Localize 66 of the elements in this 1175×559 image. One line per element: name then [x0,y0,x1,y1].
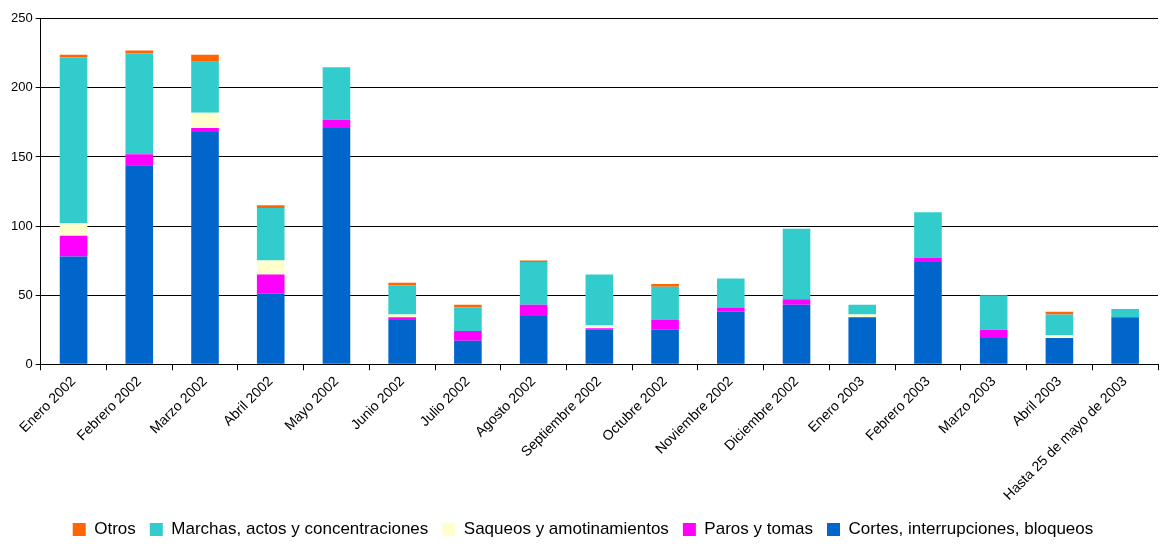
bar [782,304,811,364]
y-tick-label: 150 [10,148,33,164]
bar [1045,311,1074,315]
bar [848,304,877,315]
bar [716,311,745,364]
bar [191,127,219,133]
bar [716,307,745,312]
bar [388,285,416,315]
bar [1111,308,1139,318]
bar [979,329,1008,338]
bar [191,54,219,62]
bar [914,257,942,262]
bar [125,154,154,166]
bar [454,340,482,364]
y-tick-label: 200 [10,79,33,95]
bar [782,299,811,305]
bar [716,278,745,308]
bar [191,132,219,364]
bar [322,127,351,364]
y-tick-label: 100 [10,217,33,233]
bar [256,293,285,364]
bar [585,329,614,364]
bar [848,317,877,364]
bar [1045,335,1074,338]
bar [1111,317,1139,364]
bar [191,112,219,128]
bar [454,331,482,341]
bar [59,235,88,257]
bar [256,260,285,275]
bar [914,212,942,258]
y-tick-label: 250 [10,10,33,26]
bar [519,304,548,316]
y-tick-label: 50 [18,286,33,302]
bar [388,320,416,364]
legend-label: Marchas, actos y concentraciones [171,519,429,539]
bar [256,205,285,209]
bar [454,307,482,332]
bar [782,228,811,300]
bar [1045,337,1074,364]
bar [914,261,942,364]
bar [651,286,679,321]
y-tick-label: 0 [25,355,33,371]
legend-label: Cortes, interrupciones, bloqueos [848,519,1094,539]
bar [256,208,285,261]
bar [322,67,351,120]
bar [322,119,351,128]
bar [59,256,88,364]
bar [651,284,679,287]
bar [979,337,1008,364]
bar [651,320,679,330]
bar [519,261,548,305]
bar [256,274,285,294]
legend-label: Saqueos y amotinamientos [463,519,669,539]
bar [59,57,88,224]
bar [191,61,219,113]
bar [59,223,88,236]
bar [454,304,482,308]
bar [1045,314,1074,336]
bar [651,329,679,364]
bar [585,274,614,326]
legend-label: Otros [94,519,136,539]
bar [125,165,154,364]
legend-label: Paros y tomas [704,519,814,539]
bar [519,315,548,364]
bar [979,295,1008,330]
bar [125,53,154,155]
